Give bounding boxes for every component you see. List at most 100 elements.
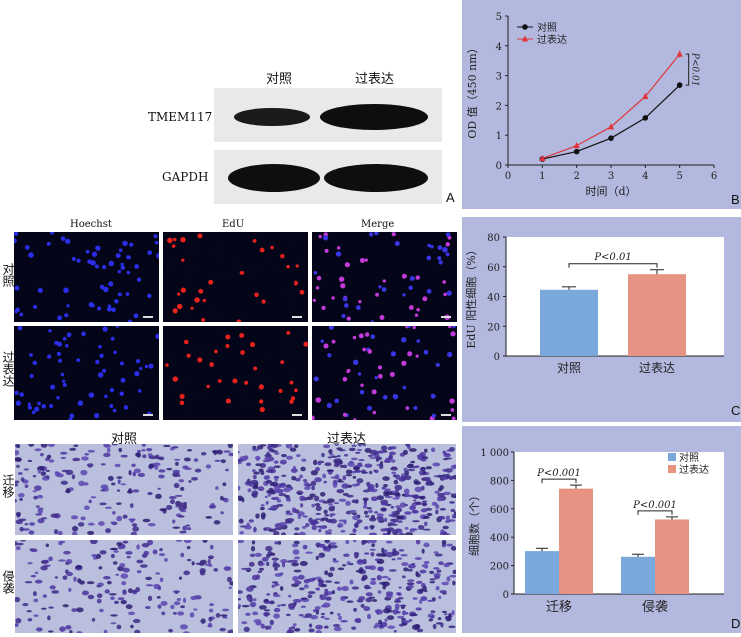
tw-row-label-invasion: 侵袭 — [1, 570, 15, 594]
legend-label-overexp: 过表达 — [679, 463, 709, 476]
tw-row-label-migration: 迁移 — [1, 474, 15, 498]
y-tick-label: 600 — [490, 505, 509, 516]
bar-0 — [540, 289, 598, 356]
significance-label: P<0.001 — [632, 500, 677, 511]
y-tick-label: 1 000 — [480, 448, 509, 459]
cell-texture — [235, 441, 459, 538]
legend-marker-control — [522, 24, 528, 30]
panel-letter-d: D — [731, 616, 741, 631]
y-tick-label: 200 — [490, 562, 509, 573]
blot-strip-gapdh — [214, 150, 442, 204]
image-merge-control — [312, 230, 457, 324]
legend-label-overexp: 过表达 — [537, 33, 567, 46]
panel-b: 0 1 2 3 4 5 0 1 2 3 4 5 6 时间（d） OD 值（450 nm） 对照 过表达 P<0.0… — [462, 0, 741, 209]
significance-label: P<0.01 — [593, 252, 631, 263]
transwell-bar-chart: 0 200 400 600 800 1 000 迁移 P<0.001 侵袭 P<0.001 对照过表… — [468, 448, 724, 615]
x-tick-label: 迁移 — [546, 600, 572, 615]
y-tick-label: 1 — [496, 131, 502, 142]
y-tick-label: 5 — [496, 12, 502, 23]
significance-bracket — [568, 263, 658, 268]
y-tick-label: 800 — [490, 476, 509, 487]
cell-texture — [11, 230, 162, 324]
significance-label: P<0.001 — [536, 468, 581, 479]
edu-row-label-control: 对照 — [1, 263, 15, 287]
panel-letter-c: C — [731, 403, 741, 418]
data-point-control — [642, 115, 649, 121]
panel-c-chart: 0 20 40 60 80 对照 过表达 P<0.01 EdU 阳性细胞（%） C — [462, 217, 741, 422]
significance-bracket — [685, 53, 690, 86]
data-point-overexp — [642, 92, 649, 99]
image-hoechst-control — [11, 230, 162, 324]
image-migration-control — [11, 441, 234, 537]
series-line-0 — [542, 84, 681, 160]
data-point-overexp — [539, 154, 546, 161]
data-point-control — [573, 148, 580, 155]
y-tick-label: 3 — [496, 72, 502, 83]
y-tick-label: 20 — [487, 322, 500, 333]
data-point-overexp — [676, 50, 683, 57]
image-edu-overexp — [161, 326, 309, 420]
significance-label: P<0.01 — [690, 52, 700, 87]
blot-bands-gapdh — [228, 164, 428, 192]
blot-band-control-gapdh — [228, 164, 320, 192]
blot-row-label-gapdh: GAPDH — [162, 170, 209, 184]
significance-bracket — [541, 478, 577, 484]
y-axis-title: OD 值（450 nm） — [466, 42, 479, 138]
blot-strip-tmem117 — [214, 88, 442, 142]
y-tick-label: 2 — [496, 101, 502, 112]
tw-col-label-control: 对照 — [111, 432, 138, 447]
legend-label-control: 对照 — [537, 21, 557, 34]
edu-col-label-hoechst: Hoechst — [70, 219, 112, 230]
image-hoechst-overexp — [14, 324, 161, 423]
image-edu-control — [163, 232, 308, 325]
blot-band-control-tmem117 — [234, 108, 310, 126]
data-point-overexp — [607, 123, 615, 130]
x-tick-label: 6 — [711, 171, 717, 182]
edu-col-label-edu: EdU — [222, 219, 245, 230]
y-axis-title: EdU 阳性细胞（%） — [464, 244, 478, 348]
cell-texture — [14, 324, 161, 423]
legend-marker-overexp — [521, 35, 529, 42]
cell-texture — [312, 230, 452, 324]
bar-1-1 — [655, 519, 689, 594]
legend-label-control: 对照 — [679, 451, 699, 464]
edu-row-label-overexp: 过表达 — [1, 351, 15, 387]
bar-1-0 — [621, 556, 655, 594]
x-tick-label: 4 — [642, 171, 648, 182]
x-tick-label: 0 — [505, 171, 511, 182]
x-tick-label: 侵袭 — [642, 599, 668, 615]
x-tick-label: 过表达 — [639, 361, 675, 375]
bar-0-0 — [525, 551, 559, 594]
y-tick-label: 80 — [487, 233, 500, 244]
cell-texture — [161, 326, 309, 417]
y-axis-title: 细胞数（个） — [468, 490, 481, 556]
series-line-1 — [542, 53, 681, 160]
data-point-control — [676, 82, 683, 88]
x-tick-label: 5 — [676, 171, 682, 182]
image-invasion-control — [13, 538, 235, 636]
image-invasion-overexp — [235, 538, 457, 635]
panel-letter-b: B — [731, 192, 740, 207]
blot-col-label-control: 对照 — [266, 72, 293, 87]
cell-texture — [13, 538, 235, 636]
panel-letter-a: A — [446, 190, 455, 205]
cell-texture — [310, 324, 456, 422]
x-tick-label: 1 — [539, 171, 545, 182]
cell-texture — [11, 441, 234, 537]
x-tick-label: 对照 — [557, 361, 581, 375]
panel-d-chart: 0 200 400 600 800 1 000 迁移 P<0.001 侵袭 P<0.001 对照 过表… — [462, 426, 741, 633]
x-tick-label: 2 — [573, 171, 579, 182]
y-tick-label: 0 — [496, 161, 502, 172]
data-point-control — [608, 135, 614, 141]
x-axis-title: 时间（d） — [585, 185, 636, 198]
blot-bands-tmem117 — [234, 104, 428, 130]
edu-bar-chart: 0 20 40 60 80 对照 过表达 P<0.01 EdU 阳性细胞（%） — [464, 233, 724, 375]
legend-swatch-control — [668, 453, 676, 461]
bar-0-1 — [559, 488, 593, 594]
cell-texture — [235, 538, 457, 635]
blot-row-label-tmem117: TMEM117 — [148, 110, 213, 124]
significance-bracket — [637, 510, 673, 515]
edu-col-label-merge: Merge — [361, 219, 395, 230]
data-point-overexp — [573, 142, 580, 149]
